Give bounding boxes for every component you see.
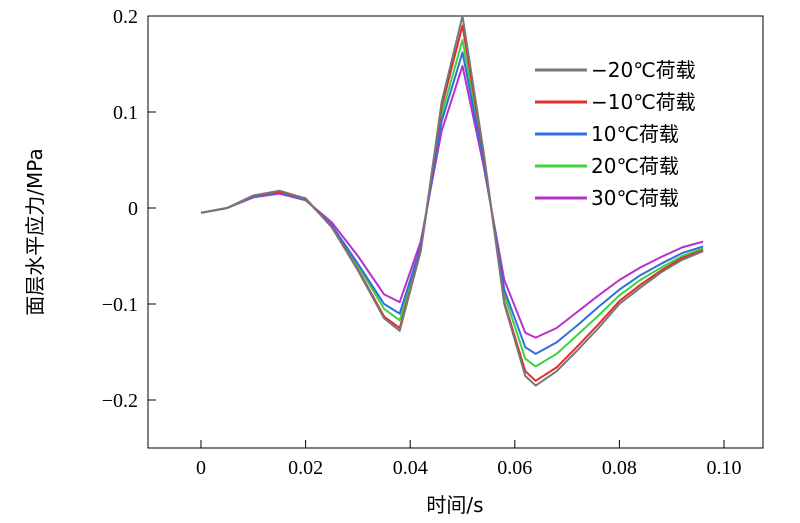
x-tick-label: 0.08 xyxy=(602,457,637,479)
x-tick-label: 0 xyxy=(196,457,206,479)
series-lines xyxy=(200,15,704,387)
y-tick-label: 0.1 xyxy=(113,102,138,124)
legend-label: −10℃荷载 xyxy=(591,90,696,114)
plot-frame xyxy=(147,15,764,449)
x-tick-label: 0.04 xyxy=(393,457,428,479)
series-line xyxy=(200,15,704,387)
x-tick-label: 0.02 xyxy=(288,457,323,479)
legend-label: 10℃荷载 xyxy=(591,122,679,146)
y-tick-label: −0.1 xyxy=(102,294,138,316)
legend: −20℃荷载 −10℃荷载 10℃荷载 20℃荷载 30℃荷载 xyxy=(535,58,696,210)
y-tick-label: −0.2 xyxy=(102,390,138,412)
x-axis-title: 时间/s xyxy=(426,493,483,517)
x-tick-label: 0.06 xyxy=(497,457,532,479)
y-tick-label: 0 xyxy=(128,198,138,220)
axis-ticks: 0 0.02 0.04 0.06 0.08 0.10 −0.2 −0.1 0 0.1 0.2 xyxy=(102,6,742,479)
y-axis-title: 面层水平应力/MPa xyxy=(23,148,47,315)
legend-label: 30℃荷载 xyxy=(591,186,679,210)
legend-label: 20℃荷载 xyxy=(591,154,679,178)
legend-label: −20℃荷载 xyxy=(591,58,696,82)
x-tick-label: 0.10 xyxy=(707,457,742,479)
y-tick-label: 0.2 xyxy=(113,6,138,28)
